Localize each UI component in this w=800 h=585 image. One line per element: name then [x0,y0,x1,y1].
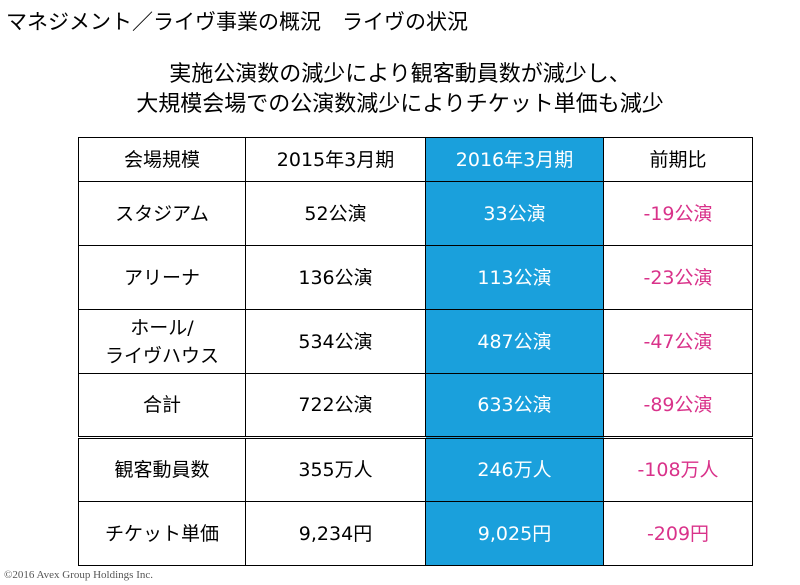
live-performance-table: 会場規模 2015年3月期 2016年3月期 前期比 スタジアム 52公演 33… [78,137,753,566]
cell-fy2015: 355万人 [245,436,426,502]
header-yoy-change: 前期比 [603,137,753,182]
cell-fy2015: 534公演 [245,309,426,374]
table-row: アリーナ 136公演 113公演 -23公演 [78,245,753,310]
cell-fy2015: 722公演 [245,373,426,438]
cell-fy2015: 9,234円 [245,501,426,566]
header-venue-size: 会場規模 [78,137,246,182]
cell-fy2016: 9,025円 [425,501,604,566]
cell-fy2016: 633公演 [425,373,604,438]
cell-change: -19公演 [603,181,753,246]
header-fy2015: 2015年3月期 [245,137,426,182]
table-row: チケット単価 9,234円 9,025円 -209円 [78,501,753,566]
copyright-footer: ©2016 Avex Group Holdings Inc. [4,569,153,581]
header-fy2016: 2016年3月期 [425,137,604,182]
cell-change: -47公演 [603,309,753,374]
row-label: 観客動員数 [78,436,246,502]
row-label: チケット単価 [78,501,246,566]
cell-change: -23公演 [603,245,753,310]
cell-change: -89公演 [603,373,753,438]
cell-change: -108万人 [603,436,753,502]
slide-title: マネジメント／ライヴ事業の概況 ライヴの状況 [6,10,468,34]
row-label: 合計 [78,373,246,438]
table-row: ホール/ ライヴハウス 534公演 487公演 -47公演 [78,309,753,374]
cell-fy2016: 487公演 [425,309,604,374]
cell-fy2016: 113公演 [425,245,604,310]
table-row: スタジアム 52公演 33公演 -19公演 [78,181,753,246]
subtitle-line-1: 実施公演数の減少により観客動員数が減少し、 [169,62,631,87]
cell-fy2016: 33公演 [425,181,604,246]
cell-fy2015: 52公演 [245,181,426,246]
cell-fy2016: 246万人 [425,436,604,502]
row-label-line-2: ライヴハウス [104,344,219,367]
row-label-line-1: ホール/ [130,316,194,339]
table-row: 観客動員数 355万人 246万人 -108万人 [78,436,753,502]
cell-fy2015: 136公演 [245,245,426,310]
table-row: 合計 722公演 633公演 -89公演 [78,373,753,438]
row-label: アリーナ [78,245,246,310]
subtitle-line-2: 大規模会場での公演数減少によりチケット単価も減少 [136,92,664,117]
table-header-row: 会場規模 2015年3月期 2016年3月期 前期比 [78,137,753,182]
row-label: スタジアム [78,181,246,246]
row-label: ホール/ ライヴハウス [78,309,246,374]
cell-change: -209円 [603,501,753,566]
